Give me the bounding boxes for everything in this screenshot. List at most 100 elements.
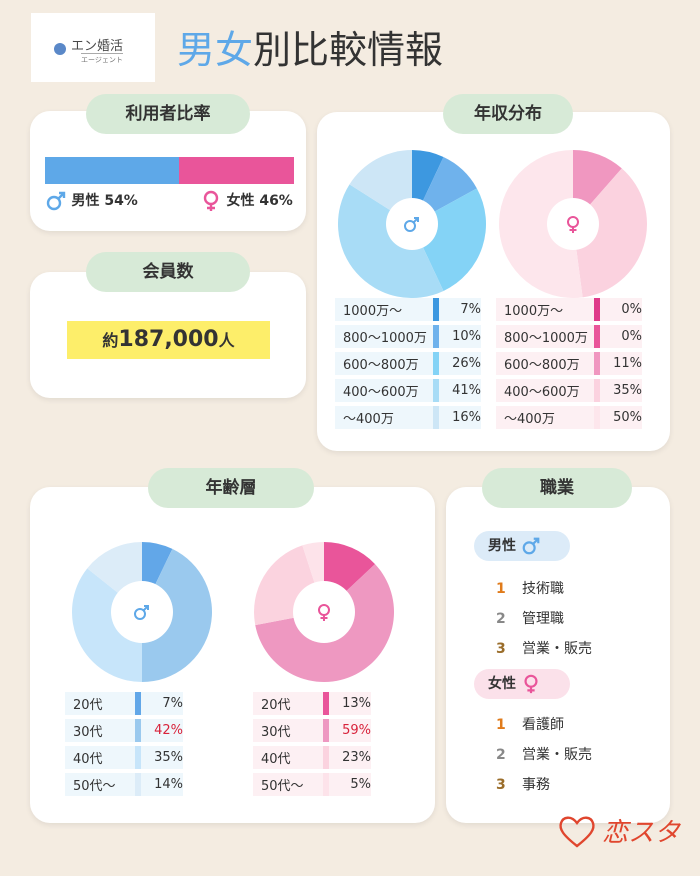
color-swatch — [433, 379, 439, 402]
category-label: 〜400万 — [335, 406, 433, 429]
donut-hole — [386, 198, 438, 250]
occupation-male-header: 男性 — [474, 531, 570, 561]
ratio-male-legend: 男性 54% — [45, 190, 138, 212]
female-symbol-icon — [203, 190, 219, 211]
table-row: 40代 35% — [65, 746, 183, 769]
age-male-donut — [72, 542, 212, 682]
category-label: 1000万〜 — [335, 298, 433, 321]
occupation-rank: 3 — [496, 777, 506, 793]
category-label: 50代〜 — [253, 773, 323, 796]
table-row: 1000万〜 7% — [335, 298, 481, 321]
table-row: 400〜600万 41% — [335, 379, 481, 402]
color-swatch — [433, 352, 439, 375]
table-row: 30代 42% — [65, 719, 183, 742]
category-label: 30代 — [253, 719, 323, 742]
table-row: 〜400万 50% — [496, 406, 642, 429]
members-pill: 会員数 — [86, 252, 250, 292]
value-label: 0% — [600, 298, 642, 321]
value-label: 26% — [439, 352, 481, 375]
category-label: 〜400万 — [496, 406, 594, 429]
category-label: 1000万〜 — [496, 298, 594, 321]
category-label: 20代 — [253, 692, 323, 715]
occupation-name: 看護師 — [522, 717, 564, 733]
color-swatch — [594, 352, 600, 375]
occupation-name: 営業・販売 — [522, 641, 592, 657]
occupation-rank: 1 — [496, 581, 506, 597]
value-label: 23% — [329, 746, 371, 769]
table-row: 40代 23% — [253, 746, 371, 769]
category-label: 800〜1000万 — [335, 325, 433, 348]
logo-text: エン婚活 — [71, 39, 124, 54]
donut-slice-3 — [338, 184, 444, 298]
value-label: 13% — [329, 692, 371, 715]
color-swatch — [594, 406, 600, 429]
title-gender-part1: 男女 — [177, 28, 254, 72]
occupation-list-item: 1 看護師 — [496, 714, 564, 734]
value-label: 35% — [141, 746, 183, 769]
company-logo: エン婚活 エージェント — [31, 13, 155, 82]
occupation-list-item: 1 技術職 — [496, 578, 564, 598]
male-symbol-icon — [134, 605, 149, 620]
ratio-bar — [45, 157, 294, 184]
income-male-donut — [338, 150, 486, 298]
color-swatch — [135, 746, 141, 769]
table-row: 800〜1000万 0% — [496, 325, 642, 348]
occupation-name: 技術職 — [522, 581, 564, 597]
donut-hole — [111, 581, 173, 643]
table-row: 30代 59% — [253, 719, 371, 742]
age-male-table: 20代 7% 30代 42% 40代 35% 50代〜 14% — [65, 688, 183, 800]
value-label: 7% — [439, 298, 481, 321]
category-label: 50代〜 — [65, 773, 135, 796]
color-swatch — [135, 692, 141, 715]
income-male-table: 1000万〜 7% 800〜1000万 10% 600〜800万 26% 400〜600万 4… — [335, 294, 481, 433]
donut-hole — [547, 198, 599, 250]
occupation-female-header: 女性 — [474, 669, 570, 699]
table-row: 600〜800万 26% — [335, 352, 481, 375]
table-row: 20代 13% — [253, 692, 371, 715]
category-label: 400〜600万 — [335, 379, 433, 402]
occupation-name: 事務 — [522, 777, 550, 793]
value-label: 0% — [600, 325, 642, 348]
category-label: 800〜1000万 — [496, 325, 594, 348]
logo-mark-icon — [54, 43, 66, 55]
occupation-male-label: 男性 — [488, 538, 516, 554]
color-swatch — [594, 325, 600, 348]
occupation-rank: 1 — [496, 717, 506, 733]
color-swatch — [323, 746, 329, 769]
occupation-rank: 2 — [496, 747, 506, 763]
value-label: 35% — [600, 379, 642, 402]
color-swatch — [135, 773, 141, 796]
category-label: 400〜600万 — [496, 379, 594, 402]
value-label: 14% — [141, 773, 183, 796]
table-row: 〜400万 16% — [335, 406, 481, 429]
value-label: 10% — [439, 325, 481, 348]
donut-slice-4 — [499, 150, 583, 298]
page-title: 男女別比較情報 — [177, 19, 443, 74]
occupation-name: 営業・販売 — [522, 747, 592, 763]
occupation-name: 管理職 — [522, 611, 564, 627]
brand-text: 恋スタ — [602, 818, 681, 848]
male-symbol-icon — [404, 217, 419, 232]
female-symbol-icon — [567, 216, 579, 233]
color-swatch — [594, 379, 600, 402]
ratio-female-label: 女性 46% — [226, 193, 293, 209]
ratio-bar-male — [45, 157, 180, 184]
male-symbol-icon — [46, 191, 66, 211]
table-row: 400〜600万 35% — [496, 379, 642, 402]
occupation-rank: 3 — [496, 641, 506, 657]
age-pill: 年齢層 — [148, 468, 314, 508]
logo-subtext: エージェント — [81, 53, 123, 65]
member-count-box: 約187,000人 — [67, 321, 270, 359]
value-label: 42% — [141, 719, 183, 742]
color-swatch — [135, 719, 141, 742]
value-label: 41% — [439, 379, 481, 402]
color-swatch — [433, 325, 439, 348]
title-gender-part2: 別比較情報 — [253, 28, 444, 72]
income-pill: 年収分布 — [443, 94, 573, 134]
income-female-donut — [499, 150, 647, 298]
occupation-female-label: 女性 — [488, 676, 516, 692]
table-row: 800〜1000万 10% — [335, 325, 481, 348]
color-swatch — [323, 692, 329, 715]
color-swatch — [433, 298, 439, 321]
male-symbol-icon — [522, 537, 540, 555]
